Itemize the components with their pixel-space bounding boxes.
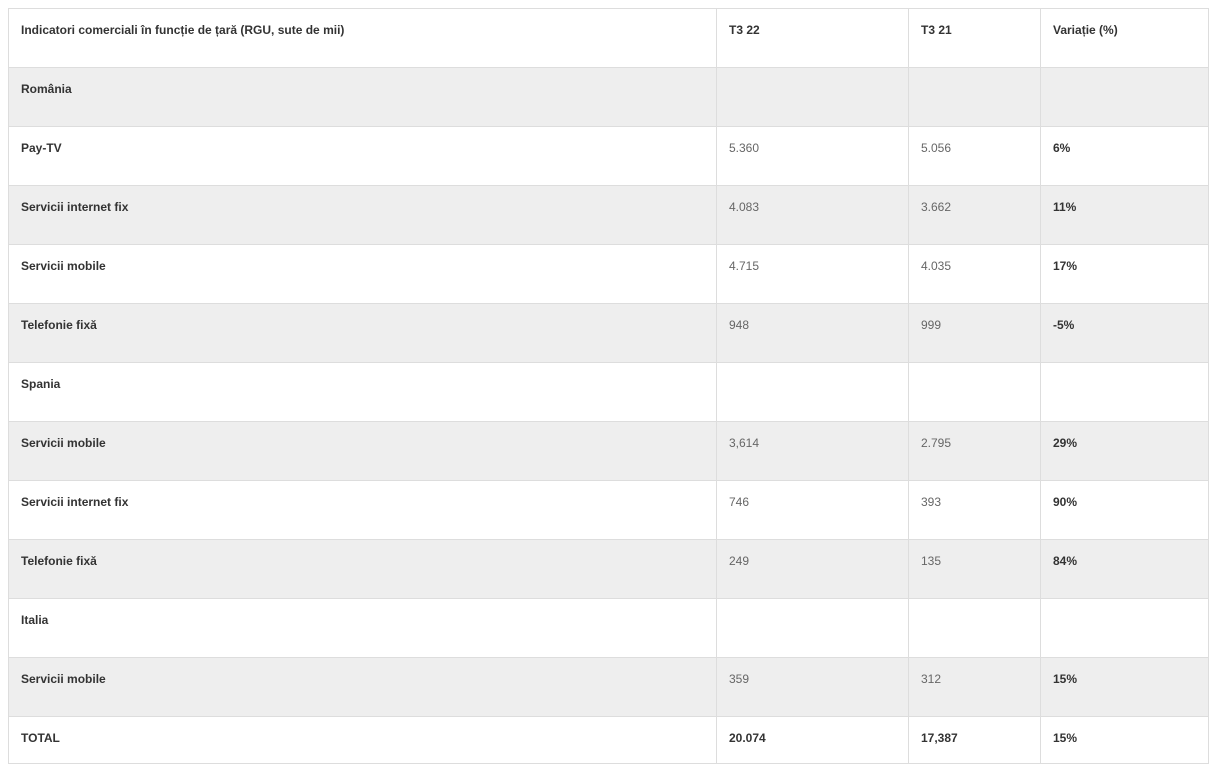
cell-t3-21: 135 bbox=[909, 540, 1041, 599]
cell-variation: 11% bbox=[1041, 186, 1209, 245]
cell-t3-22: 5.360 bbox=[717, 127, 909, 186]
cell-t3-22 bbox=[717, 68, 909, 127]
table-row: România bbox=[9, 68, 1209, 127]
cell-indicator: Servicii mobile bbox=[9, 422, 717, 481]
cell-t3-21 bbox=[909, 363, 1041, 422]
commercial-indicators-table: Indicatori comerciali în funcție de țară… bbox=[8, 8, 1209, 764]
cell-t3-22: 948 bbox=[717, 304, 909, 363]
cell-indicator: Italia bbox=[9, 599, 717, 658]
cell-indicator: Pay-TV bbox=[9, 127, 717, 186]
cell-variation bbox=[1041, 68, 1209, 127]
cell-indicator: România bbox=[9, 68, 717, 127]
cell-t3-21: 393 bbox=[909, 481, 1041, 540]
cell-t3-21: 999 bbox=[909, 304, 1041, 363]
cell-t3-22: 20.074 bbox=[717, 717, 909, 764]
cell-variation: 15% bbox=[1041, 717, 1209, 764]
col-header-t3-21: T3 21 bbox=[909, 9, 1041, 68]
cell-t3-21: 3.662 bbox=[909, 186, 1041, 245]
cell-t3-22: 359 bbox=[717, 658, 909, 717]
table-row: Servicii mobile 3,614 2.795 29% bbox=[9, 422, 1209, 481]
table-row: Servicii mobile 359 312 15% bbox=[9, 658, 1209, 717]
cell-t3-21: 312 bbox=[909, 658, 1041, 717]
cell-t3-21: 4.035 bbox=[909, 245, 1041, 304]
col-header-variation: Variație (%) bbox=[1041, 9, 1209, 68]
cell-variation: 6% bbox=[1041, 127, 1209, 186]
cell-variation: 90% bbox=[1041, 481, 1209, 540]
cell-variation bbox=[1041, 599, 1209, 658]
cell-indicator: Servicii mobile bbox=[9, 658, 717, 717]
cell-t3-22: 4.083 bbox=[717, 186, 909, 245]
cell-t3-22 bbox=[717, 363, 909, 422]
cell-indicator: Servicii mobile bbox=[9, 245, 717, 304]
cell-indicator: Spania bbox=[9, 363, 717, 422]
table-row: Servicii internet fix 746 393 90% bbox=[9, 481, 1209, 540]
cell-t3-22: 4.715 bbox=[717, 245, 909, 304]
cell-t3-22: 746 bbox=[717, 481, 909, 540]
table-row: Servicii mobile 4.715 4.035 17% bbox=[9, 245, 1209, 304]
cell-variation bbox=[1041, 363, 1209, 422]
cell-indicator: Servicii internet fix bbox=[9, 481, 717, 540]
table-row: Telefonie fixă 249 135 84% bbox=[9, 540, 1209, 599]
table-header-row: Indicatori comerciali în funcție de țară… bbox=[9, 9, 1209, 68]
cell-indicator: Servicii internet fix bbox=[9, 186, 717, 245]
cell-indicator: Telefonie fixă bbox=[9, 304, 717, 363]
col-header-indicator: Indicatori comerciali în funcție de țară… bbox=[9, 9, 717, 68]
table-row: Pay-TV 5.360 5.056 6% bbox=[9, 127, 1209, 186]
cell-t3-21: 2.795 bbox=[909, 422, 1041, 481]
cell-indicator: TOTAL bbox=[9, 717, 717, 764]
cell-t3-22: 3,614 bbox=[717, 422, 909, 481]
cell-variation: 17% bbox=[1041, 245, 1209, 304]
table-row: Servicii internet fix 4.083 3.662 11% bbox=[9, 186, 1209, 245]
cell-indicator: Telefonie fixă bbox=[9, 540, 717, 599]
table-body: România Pay-TV 5.360 5.056 6% Servicii i… bbox=[9, 68, 1209, 764]
cell-t3-21: 17,387 bbox=[909, 717, 1041, 764]
cell-t3-22 bbox=[717, 599, 909, 658]
cell-variation: 15% bbox=[1041, 658, 1209, 717]
cell-t3-22: 249 bbox=[717, 540, 909, 599]
cell-t3-21: 5.056 bbox=[909, 127, 1041, 186]
table-row: Italia bbox=[9, 599, 1209, 658]
cell-t3-21 bbox=[909, 68, 1041, 127]
cell-variation: -5% bbox=[1041, 304, 1209, 363]
table-row-total: TOTAL 20.074 17,387 15% bbox=[9, 717, 1209, 764]
cell-variation: 84% bbox=[1041, 540, 1209, 599]
table-row: Telefonie fixă 948 999 -5% bbox=[9, 304, 1209, 363]
col-header-t3-22: T3 22 bbox=[717, 9, 909, 68]
table-row: Spania bbox=[9, 363, 1209, 422]
cell-t3-21 bbox=[909, 599, 1041, 658]
cell-variation: 29% bbox=[1041, 422, 1209, 481]
